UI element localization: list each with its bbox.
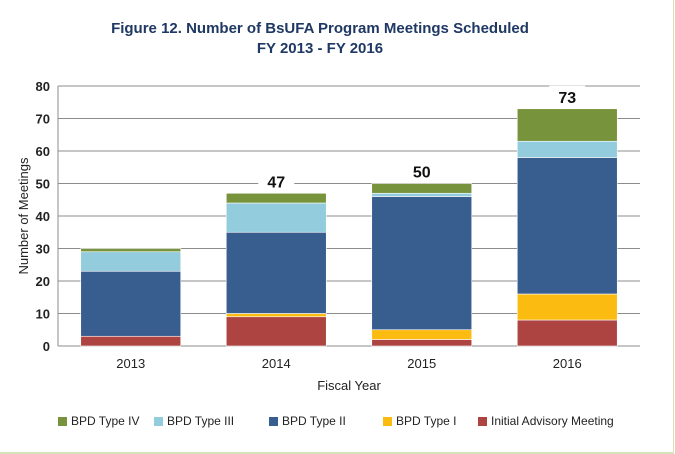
bar-segment-bpd-type-ii <box>516 157 618 295</box>
x-tick-label: 2015 <box>407 356 436 371</box>
legend-item: BPD Type II <box>269 414 346 428</box>
legend-swatch <box>269 416 278 426</box>
bar-segment-initial-advisory-meeting <box>80 335 182 347</box>
bar-segment-bpd-type-iv <box>371 183 473 194</box>
bar-segment-bpd-type-i <box>371 329 473 340</box>
bar-segment-initial-advisory-meeting <box>371 339 473 347</box>
bar-segment-bpd-type-ii <box>80 270 182 337</box>
legend-label: BPD Type III <box>167 414 235 428</box>
legend-item: BPD Type III <box>154 414 234 428</box>
y-tick-label: 20 <box>36 274 50 289</box>
total-label-background <box>403 160 440 181</box>
legend-swatch <box>478 416 487 426</box>
y-tick-label: 80 <box>36 79 50 94</box>
legend-swatch <box>383 416 392 426</box>
y-tick-label: 50 <box>36 177 50 192</box>
x-tick-label: 2016 <box>553 356 582 371</box>
bar-segment-bpd-type-iii <box>516 140 618 158</box>
chart-title-line-2: FY 2013 - FY 2016 <box>256 40 384 57</box>
y-tick-label: 40 <box>36 209 50 224</box>
legend-label: BPD Type II <box>282 414 346 428</box>
bar-segment-initial-advisory-meeting <box>225 316 327 347</box>
total-label-background <box>549 85 586 106</box>
bar-segment-bpd-type-iii <box>371 192 473 197</box>
legend-item: BPD Type IV <box>58 414 139 428</box>
y-tick-label: 30 <box>36 242 50 257</box>
bar-total-label: 50 <box>413 165 431 182</box>
legend-swatch <box>154 416 163 426</box>
bar-segment-bpd-type-iv <box>225 192 327 204</box>
legend-item: Initial Advisory Meeting <box>478 414 614 428</box>
legend-swatch <box>58 416 67 426</box>
y-tick-label: 10 <box>36 307 50 322</box>
legend-label: BPD Type IV <box>71 414 140 428</box>
x-axis-title: Fiscal Year <box>317 378 381 393</box>
bar-segment-bpd-type-iii <box>225 202 327 233</box>
y-axis-title: Number of Meetings <box>16 157 31 275</box>
legend-item: BPD Type I <box>383 414 456 428</box>
legend-label: BPD Type I <box>396 414 457 428</box>
bar-segment-bpd-type-iii <box>80 251 182 272</box>
bar-segment-bpd-type-iv <box>80 248 182 253</box>
x-tick-label: 2013 <box>116 356 145 371</box>
y-tick-label: 60 <box>36 144 50 159</box>
y-tick-label: 0 <box>43 339 50 354</box>
bar-segment-bpd-type-iv <box>516 108 618 142</box>
bar-total-label: 47 <box>267 174 285 191</box>
chart-title-line-1: Figure 12. Number of BsUFA Program Meeti… <box>111 20 529 37</box>
bar-segment-bpd-type-ii <box>371 196 473 331</box>
total-label-background <box>258 170 295 191</box>
bar-segment-bpd-type-i <box>516 293 618 321</box>
bar-segment-bpd-type-i <box>225 313 327 318</box>
y-tick-label: 70 <box>36 112 50 127</box>
bar-segment-initial-advisory-meeting <box>516 319 618 347</box>
legend-label: Initial Advisory Meeting <box>491 414 614 428</box>
x-tick-label: 2014 <box>262 356 291 371</box>
bar-segment-bpd-type-ii <box>225 231 327 314</box>
bar-total-label: 73 <box>558 90 576 107</box>
